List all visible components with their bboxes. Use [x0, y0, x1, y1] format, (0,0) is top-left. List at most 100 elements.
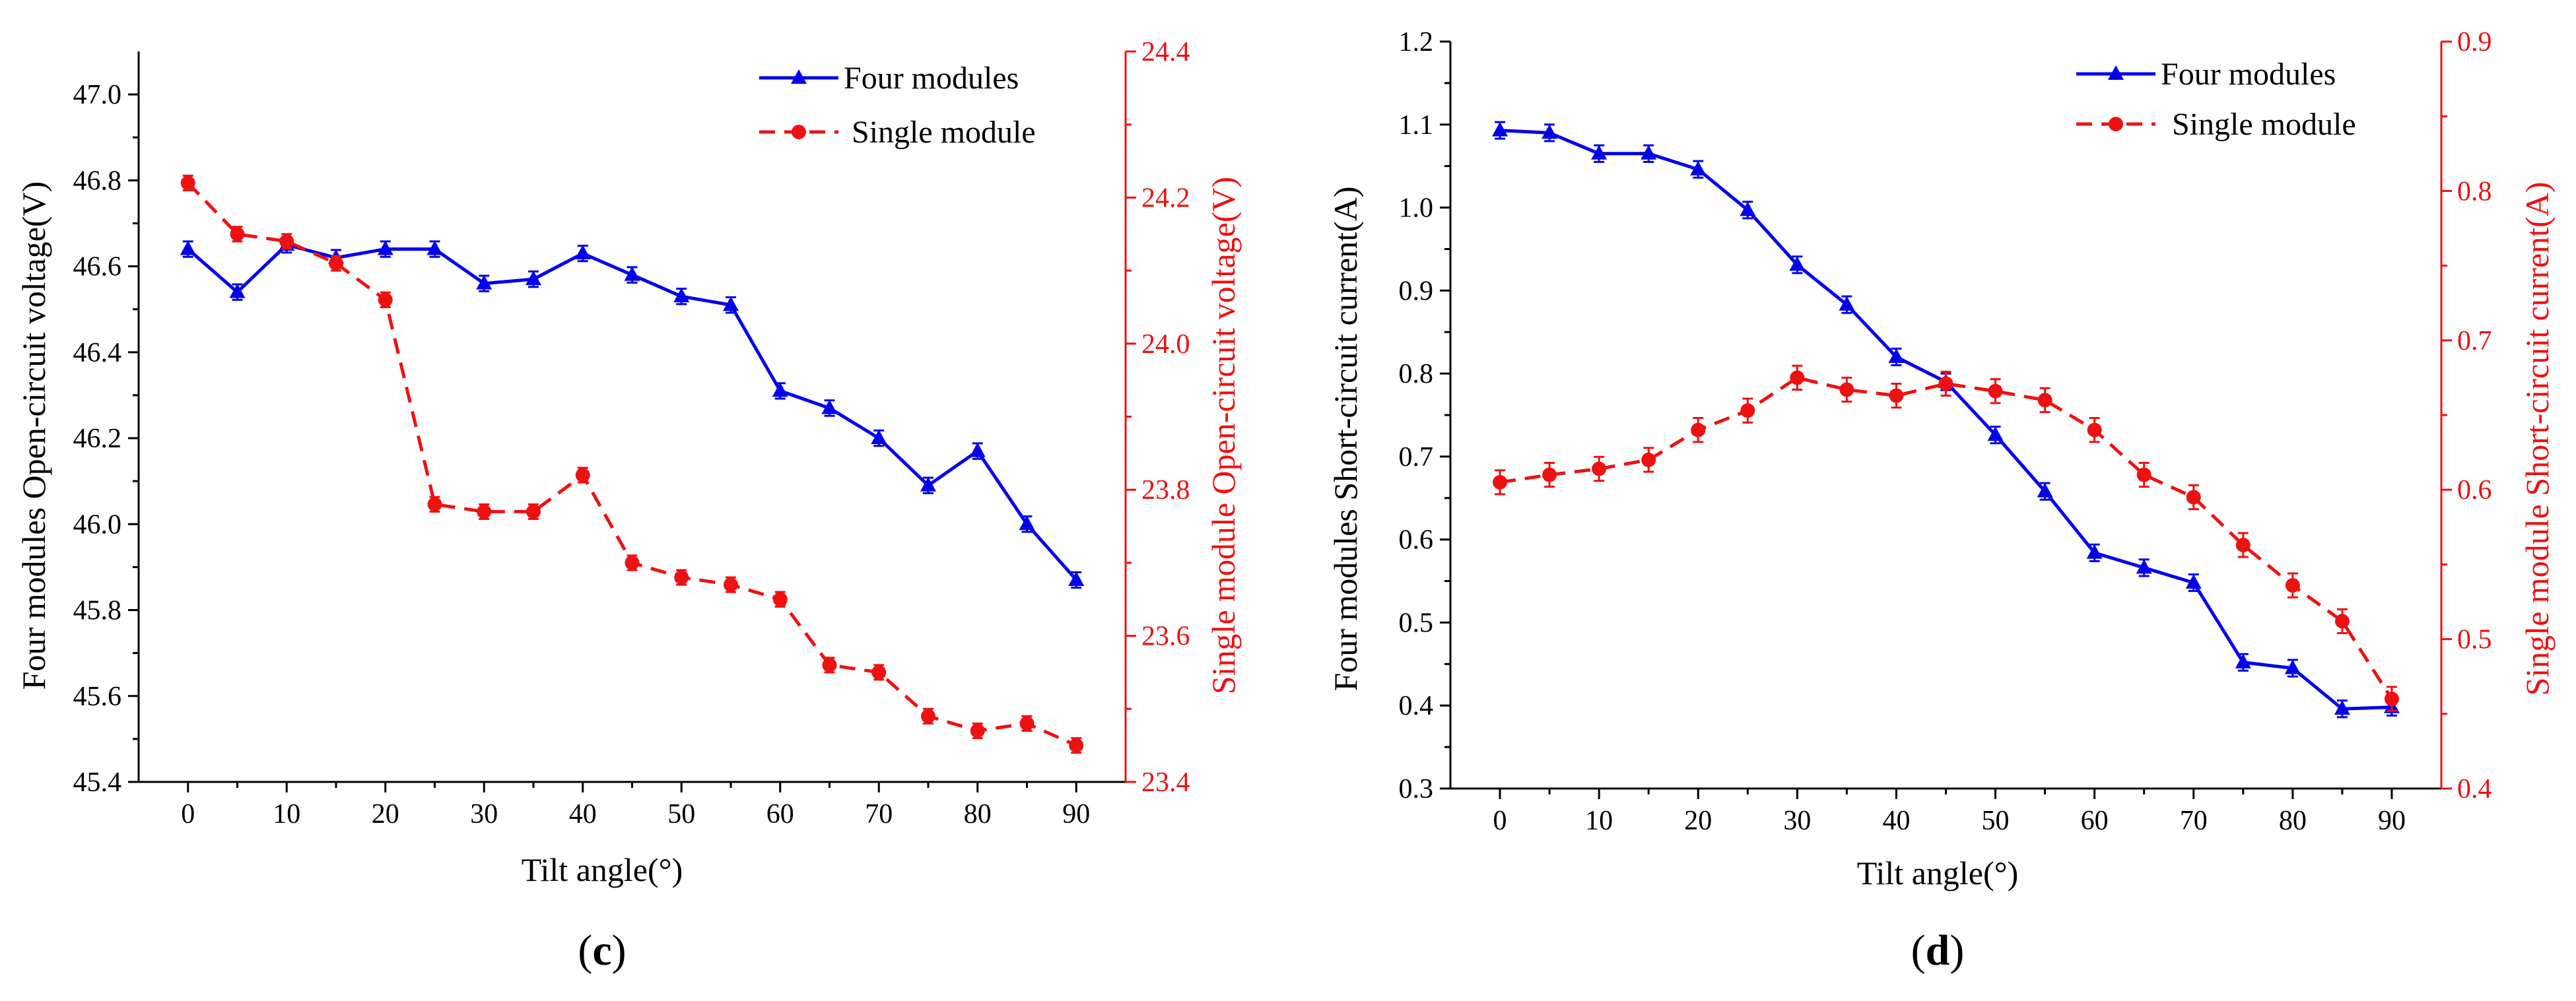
- data-point-four-d: [2235, 653, 2251, 668]
- data-point-single-c: [427, 497, 442, 512]
- series-line-single-d: [1499, 375, 2394, 700]
- y-left-tick-label-c: 46.2: [73, 424, 122, 454]
- data-point-four-c: [476, 274, 492, 290]
- data-point-single-c: [279, 234, 294, 249]
- data-point-four-d: [1888, 348, 1905, 363]
- y-left-tick-label-d: 0.6: [1399, 525, 1434, 556]
- data-point-four-d: [2284, 659, 2301, 674]
- legend-marker-four-d: [2108, 65, 2124, 80]
- y-right-tick-label-c: 24.0: [1141, 329, 1190, 360]
- x-axis-title-c: Tilt angle(°): [522, 851, 683, 888]
- x-tick-label-d: 70: [2180, 806, 2208, 836]
- legend-label-four-d: Four modules: [2161, 57, 2336, 92]
- data-point-four-d: [1641, 145, 1657, 160]
- legend-c: Four modules Single module: [759, 61, 1036, 150]
- data-point-four-d: [2037, 482, 2053, 498]
- data-point-single-d: [1641, 452, 1656, 467]
- y-left-tick-label-c: 45.4: [73, 767, 122, 798]
- x-tick-label-d: 90: [2378, 806, 2406, 836]
- data-point-single-d: [1839, 382, 1854, 397]
- data-point-four-d: [2086, 544, 2103, 559]
- data-point-single-d: [1691, 422, 1706, 437]
- data-point-single-d: [2037, 393, 2052, 408]
- legend-label-four-c: Four modules: [844, 61, 1019, 96]
- y-left-tick-label-c: 47.0: [73, 80, 122, 110]
- x-tick-label-c: 0: [181, 799, 195, 829]
- data-point-four-c: [1068, 571, 1085, 586]
- x-tick-label-d: 20: [1684, 806, 1712, 836]
- x-tick-label-d: 50: [1982, 806, 2010, 836]
- data-point-four-c: [821, 399, 838, 414]
- data-point-four-c: [624, 266, 640, 281]
- legend-marker-single-c: [792, 125, 806, 139]
- y-axis-title-right-d: Single module Short-circuit current(A): [2519, 182, 2556, 696]
- data-point-single-c: [1019, 716, 1034, 731]
- data-point-single-d: [1542, 467, 1557, 482]
- data-point-single-d: [1790, 370, 1805, 385]
- panel-label-d: (d): [1911, 926, 1965, 975]
- data-point-four-c: [426, 240, 443, 255]
- y-right-tick-label-d: 0.6: [2457, 475, 2492, 505]
- data-point-single-d: [1938, 376, 1953, 391]
- y-right-tick-label-c: 23.6: [1141, 622, 1190, 652]
- x-tick-label-c: 80: [964, 799, 992, 829]
- data-point-single-c: [526, 504, 541, 519]
- data-point-single-d: [2186, 490, 2201, 505]
- data-point-single-d: [2334, 614, 2350, 629]
- data-point-single-c: [871, 664, 887, 680]
- y-axis-title-left-c: Four modules Open-circuit voltage(V): [15, 181, 52, 690]
- data-point-four-c: [920, 476, 936, 492]
- data-point-four-d: [1839, 296, 1855, 311]
- data-point-four-d: [2334, 700, 2350, 715]
- legend-marker-four-c: [791, 69, 807, 84]
- data-point-four-d: [1690, 160, 1707, 176]
- data-point-single-c: [822, 657, 837, 672]
- y-left-tick-label-d: 1.2: [1399, 27, 1434, 57]
- data-point-four-c: [525, 271, 541, 286]
- x-tick-label-c: 40: [569, 799, 597, 829]
- data-point-four-d: [1740, 201, 1756, 216]
- y-left-tick-label-d: 1.1: [1399, 110, 1434, 141]
- data-point-single-d: [1592, 461, 1607, 476]
- data-point-single-d: [2087, 422, 2102, 437]
- data-point-four-c: [673, 288, 690, 303]
- data-point-single-c: [180, 176, 195, 191]
- plot-marks-c: [180, 174, 1085, 754]
- series-line-four-d: [1499, 129, 2392, 711]
- x-tick-label-c: 30: [470, 799, 498, 829]
- data-point-single-c: [575, 468, 590, 483]
- series-line-four-c: [187, 243, 1078, 581]
- y-left-tick-label-c: 45.6: [73, 682, 122, 712]
- legend-marker-single-d: [2109, 117, 2123, 131]
- data-point-single-c: [477, 504, 492, 519]
- data-point-four-c: [180, 240, 196, 255]
- y-axis-title-left-d: Four modules Short-circuit current(A): [1327, 186, 1364, 691]
- x-tick-label-d: 0: [1493, 806, 1507, 836]
- x-tick-label-c: 60: [766, 799, 794, 829]
- axes-d: 0 10 20 30 40 50 60 70 80 90 0.3 0.4 0.5 0.6 0.7 0.8 0.9…: [1399, 27, 2492, 836]
- data-point-single-d: [2285, 578, 2300, 593]
- y-left-tick-label-c: 46.8: [73, 166, 122, 196]
- data-point-single-c: [378, 292, 393, 307]
- panel-letter-c: c: [592, 926, 611, 975]
- x-axis-title-d: Tilt angle(°): [1857, 855, 2019, 891]
- data-point-single-d: [1740, 403, 1755, 418]
- data-point-four-d: [1492, 121, 1508, 137]
- data-point-four-d: [1987, 426, 2004, 441]
- data-point-four-c: [229, 283, 246, 298]
- y-left-tick-label-c: 46.0: [73, 509, 122, 540]
- x-tick-label-d: 30: [1783, 806, 1811, 836]
- y-right-tick-label-d: 0.8: [2457, 176, 2492, 207]
- x-tick-label-d: 80: [2279, 806, 2307, 836]
- data-point-single-c: [724, 577, 738, 593]
- y-left-tick-label-c: 45.8: [73, 596, 122, 626]
- data-point-single-c: [772, 592, 788, 607]
- data-point-four-c: [723, 296, 739, 311]
- panel-label-c: (c): [578, 926, 626, 975]
- data-point-four-d: [2185, 574, 2202, 589]
- data-point-single-d: [1889, 388, 1904, 403]
- x-tick-label-c: 20: [372, 799, 399, 829]
- data-point-single-c: [674, 570, 689, 585]
- y-right-tick-label-d: 0.7: [2457, 326, 2492, 356]
- data-point-single-d: [2235, 537, 2251, 552]
